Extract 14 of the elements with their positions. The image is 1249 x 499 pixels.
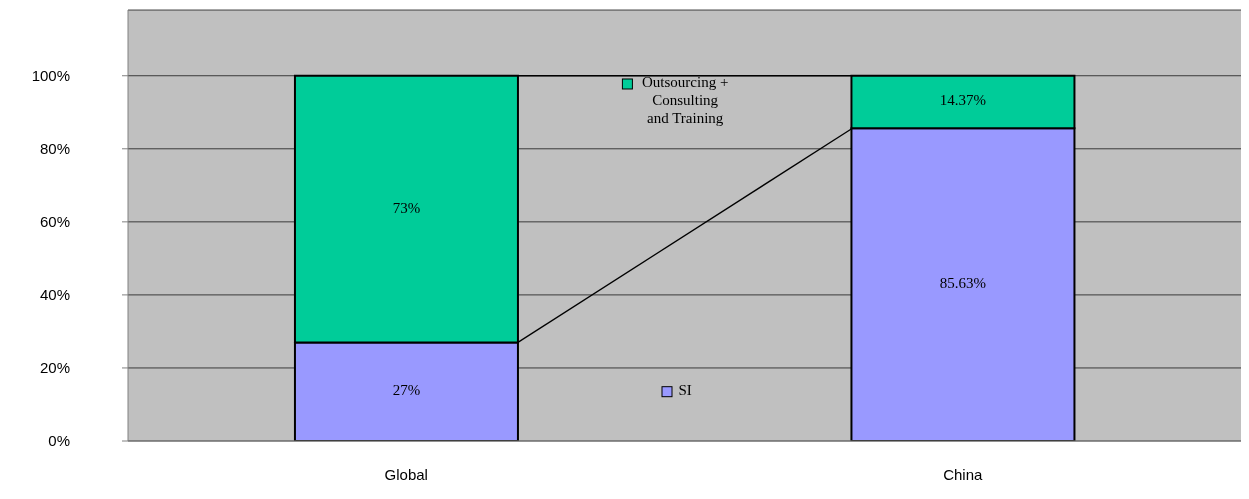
y-tick-label: 20% xyxy=(39,359,70,377)
data-label: 85.63% xyxy=(939,275,987,292)
y-tick-label: 80% xyxy=(39,140,70,158)
data-label: 14.37% xyxy=(939,92,987,109)
data-label: 27% xyxy=(392,382,421,399)
data-label: 73% xyxy=(392,199,421,216)
y-tick-label: 100% xyxy=(31,67,70,85)
y-tick-label: 60% xyxy=(39,213,70,231)
legend-label: Outsourcing + Consulting and Training xyxy=(642,74,729,127)
legend-label: SI xyxy=(678,382,692,399)
x-tick-label: Global xyxy=(384,465,428,483)
y-tick-label: 40% xyxy=(39,286,70,304)
y-tick-label: 0% xyxy=(48,432,70,450)
x-tick-label: China xyxy=(943,465,983,483)
